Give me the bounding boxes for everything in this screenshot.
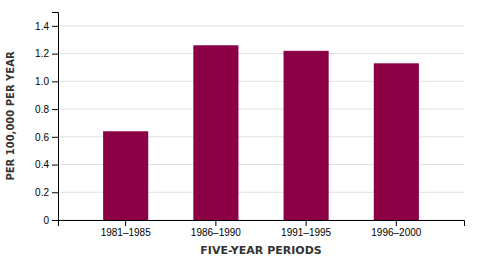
tick-mark xyxy=(125,220,126,226)
x-axis-title: FIVE-YEAR PERIODS xyxy=(200,244,321,257)
tick-mark xyxy=(52,81,58,82)
tick-mark xyxy=(52,192,58,193)
tick-mark xyxy=(396,220,397,226)
bars xyxy=(103,45,419,220)
tick-mark xyxy=(215,220,216,226)
y-axis-title: PER 100,000 PER YEAR xyxy=(5,51,16,181)
grid-line xyxy=(58,53,464,54)
tick: 1.2 xyxy=(35,48,58,59)
tick: 1.4 xyxy=(35,21,58,32)
tick-label: 1981–1985 xyxy=(101,227,151,238)
tick-label: 1986–1990 xyxy=(191,227,241,238)
tick-mark xyxy=(52,109,58,110)
grid xyxy=(58,26,464,220)
tick: 0 xyxy=(43,215,58,226)
tick-label: 1.0 xyxy=(35,76,49,87)
tick-mark xyxy=(306,220,307,226)
axis-line xyxy=(52,13,59,221)
plot: 0 0.2 0.4 0.6 0.8 1.0 1.2 1.4 1981–1985 1986–1990… xyxy=(35,13,464,239)
tick-mark xyxy=(52,26,58,27)
chart: 0 0.2 0.4 0.6 0.8 1.0 1.2 1.4 1981–1985 1986–1990… xyxy=(0,0,478,262)
tick: 0.8 xyxy=(35,104,58,115)
tick-mark xyxy=(52,220,58,221)
bar xyxy=(193,45,238,220)
bar xyxy=(284,51,329,220)
tick: 1991–1995 xyxy=(281,220,331,238)
tick-mark xyxy=(52,137,58,138)
tick-label: 0.4 xyxy=(35,159,49,170)
tick-label: 0 xyxy=(43,215,49,226)
axis-line xyxy=(59,221,465,227)
tick-mark xyxy=(52,165,58,166)
tick: 0.6 xyxy=(35,132,58,143)
tick-label: 0.6 xyxy=(35,132,49,143)
tick-mark xyxy=(52,54,58,55)
tick: 0.4 xyxy=(35,159,58,170)
bar xyxy=(103,131,148,220)
x-axis: 1981–1985 1986–1990 1991–1995 1996–2000 xyxy=(59,220,465,238)
tick-label: 1991–1995 xyxy=(281,227,331,238)
bar xyxy=(374,63,419,220)
tick: 1996–2000 xyxy=(371,220,421,238)
tick-label: 1996–2000 xyxy=(371,227,421,238)
tick-label: 0.2 xyxy=(35,187,49,198)
tick: 0.2 xyxy=(35,187,58,198)
tick-label: 0.8 xyxy=(35,104,49,115)
tick-label: 1.2 xyxy=(35,48,49,59)
tick: 1.0 xyxy=(35,76,58,87)
y-axis: 0 0.2 0.4 0.6 0.8 1.0 1.2 1.4 xyxy=(35,13,58,226)
grid-line xyxy=(58,25,464,26)
tick: 1981–1985 xyxy=(101,220,151,238)
tick: 1986–1990 xyxy=(191,220,241,238)
tick-label: 1.4 xyxy=(35,21,49,32)
